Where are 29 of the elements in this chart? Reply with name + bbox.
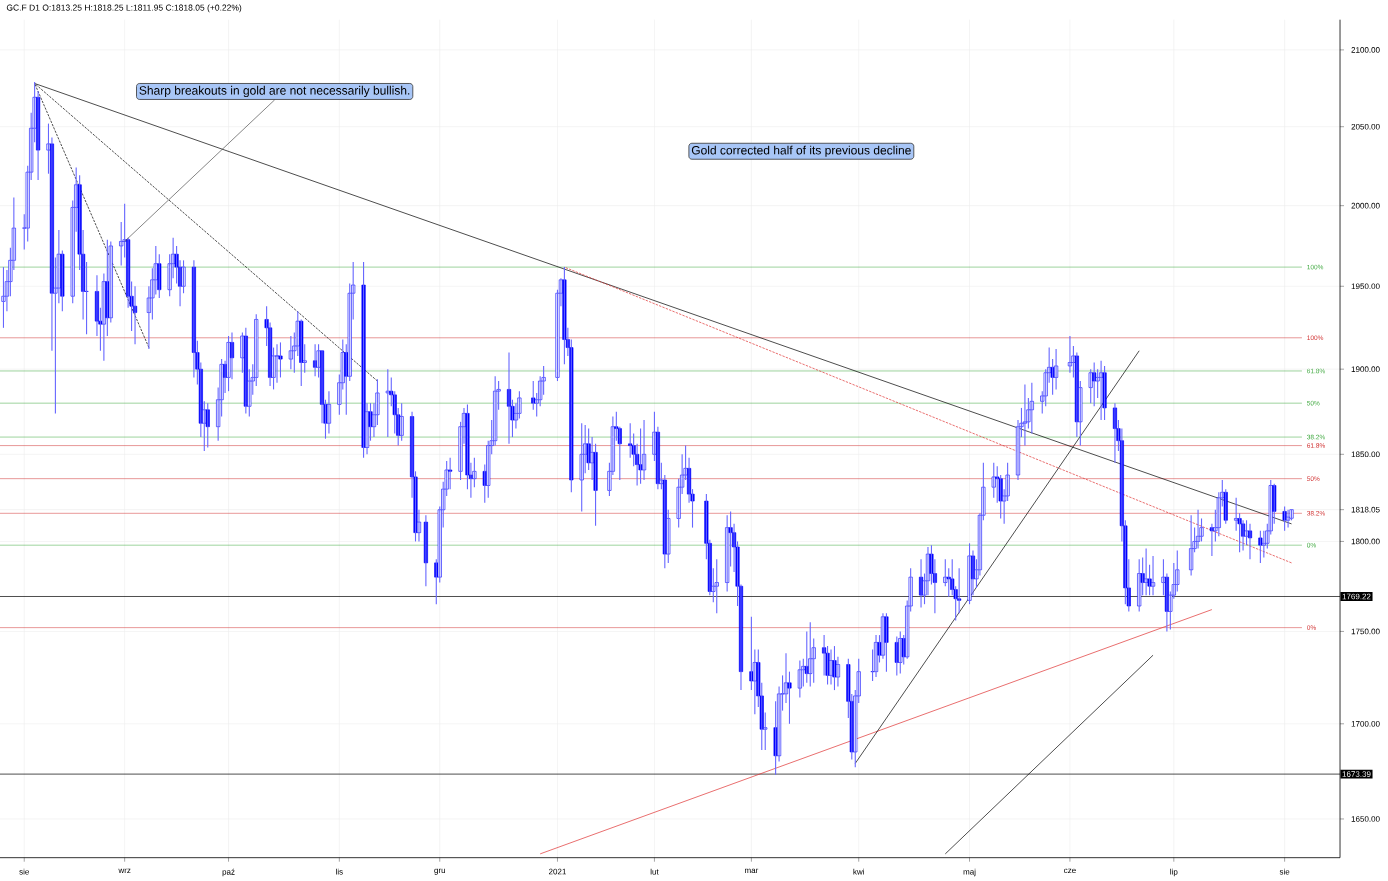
y-tick-label: 1700.00 — [1351, 720, 1380, 727]
y-tick-label: 1818.05 — [1351, 506, 1380, 513]
x-tick-label: mar — [745, 868, 759, 874]
x-tick-label: maj — [963, 868, 976, 877]
x-tick-label: cze — [1064, 868, 1076, 874]
y-tick-label: 1650.00 — [1351, 816, 1380, 822]
x-tick-label: lip — [1170, 868, 1178, 877]
y-tick-label: 1850.00 — [1351, 451, 1380, 458]
y-tick-label: 2100.00 — [1351, 47, 1380, 53]
annotation: Gold corrected half of its previous decline — [691, 145, 911, 157]
x-tick-label: gru — [434, 868, 445, 875]
x-tick-label: paź — [222, 868, 235, 877]
x-tick-label: sie — [19, 868, 29, 875]
x-tick-label: sie — [1279, 868, 1290, 875]
ref-line-label: 1673.39 — [1342, 771, 1371, 777]
chart-title: GC.F D1 O:1813.25 H:1818.25 L:1811.95 C:1818.05 (+0.22%) — [6, 4, 242, 13]
y-tick-label: 1800.00 — [1351, 538, 1380, 545]
y-tick-label: 2050.00 — [1351, 123, 1380, 130]
x-tick-label: lis — [336, 868, 343, 875]
y-tick-label: 1750.00 — [1351, 628, 1380, 635]
x-tick-label: wrz — [118, 868, 131, 874]
y-tick-label: 1950.00 — [1351, 283, 1380, 290]
x-tick-label: kwi — [853, 868, 864, 875]
y-tick-label: 1900.00 — [1351, 366, 1380, 372]
y-tick-label: 2000.00 — [1351, 202, 1380, 209]
ref-line-label: 1769.22 — [1342, 593, 1371, 600]
x-tick-label: 2021 — [548, 868, 566, 875]
annotation: Sharp breakouts in gold are not necessarily bullish. — [139, 85, 410, 98]
x-tick-label: lut — [650, 868, 659, 875]
